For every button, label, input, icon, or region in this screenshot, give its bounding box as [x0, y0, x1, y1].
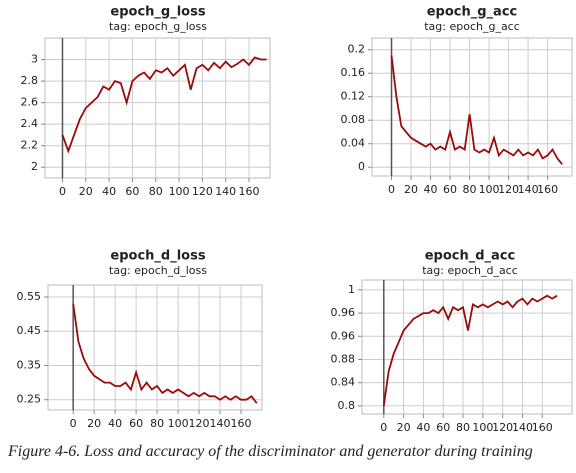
- x-tick-label: 20: [87, 417, 101, 430]
- y-tick-label: 0.88: [331, 352, 356, 365]
- chart-title: epoch_d_acc: [425, 249, 516, 264]
- x-tick-label: 160: [537, 183, 558, 196]
- x-tick-label: 100: [479, 183, 500, 196]
- y-tick-label: 1: [348, 283, 355, 296]
- y-tick-label: 0.25: [17, 393, 42, 406]
- x-tick-label: 40: [424, 183, 438, 196]
- x-tick-label: 0: [388, 183, 395, 196]
- plot-frame: [47, 284, 263, 411]
- x-tick-label: 80: [149, 185, 163, 198]
- chart-subtitle: tag: epoch_d_loss: [109, 264, 207, 277]
- y-tick-label: 0.8: [338, 399, 356, 412]
- y-tick-label: 0.96: [331, 329, 356, 342]
- y-tick-label: 0.84: [331, 376, 356, 389]
- y-tick-label: 0.45: [17, 324, 42, 337]
- x-tick-label: 160: [231, 417, 252, 430]
- y-tick-label: 0.55: [17, 290, 42, 303]
- caption: Figure 4-6. Loss and accuracy of the dis…: [8, 443, 533, 460]
- data-line: [382, 294, 558, 407]
- y-tick-label: 0: [358, 160, 365, 173]
- chart-title: epoch_g_loss: [110, 5, 205, 20]
- y-tick-label: 0.16: [341, 66, 366, 79]
- y-tick-label: 0.04: [341, 137, 366, 150]
- x-tick-label: 0: [70, 417, 77, 430]
- x-tick-label: 100: [472, 421, 493, 434]
- y-tick-label: 0.08: [341, 113, 366, 126]
- y-tick-label: 2.4: [21, 117, 39, 130]
- x-tick-label: 80: [463, 183, 477, 196]
- x-tick-label: 40: [416, 421, 430, 434]
- x-tick-label: 60: [129, 417, 143, 430]
- y-tick-label: 2.6: [21, 96, 39, 109]
- y-tick-label: 0.35: [17, 358, 42, 371]
- chart-subtitle: tag: epoch_g_loss: [109, 20, 207, 33]
- y-tick-label: 2: [31, 160, 38, 173]
- x-tick-label: 120: [192, 185, 213, 198]
- x-tick-label: 120: [189, 417, 210, 430]
- x-tick-label: 100: [169, 185, 190, 198]
- chart-subtitle: tag: epoch_g_acc: [424, 20, 520, 33]
- y-tick-label: 0.96: [331, 306, 356, 319]
- x-tick-label: 120: [492, 421, 513, 434]
- x-tick-label: 140: [210, 417, 231, 430]
- chart-title: epoch_d_loss: [110, 249, 205, 264]
- data-line: [72, 303, 258, 404]
- x-tick-label: 60: [125, 185, 139, 198]
- x-tick-label: 120: [498, 183, 519, 196]
- y-tick-label: 2.8: [21, 74, 39, 87]
- x-tick-label: 140: [518, 183, 539, 196]
- x-tick-label: 80: [150, 417, 164, 430]
- x-tick-label: 140: [215, 185, 236, 198]
- x-tick-label: 100: [168, 417, 189, 430]
- x-tick-label: 160: [532, 421, 553, 434]
- plot-frame: [371, 37, 573, 177]
- x-tick-label: 80: [456, 421, 470, 434]
- chart-title: epoch_g_acc: [427, 5, 518, 20]
- x-tick-label: 160: [239, 185, 260, 198]
- y-tick-label: 0.12: [341, 90, 366, 103]
- x-tick-label: 0: [59, 185, 66, 198]
- data-line: [390, 55, 563, 165]
- x-tick-label: 20: [79, 185, 93, 198]
- data-line: [61, 56, 267, 154]
- x-tick-label: 20: [404, 183, 418, 196]
- x-tick-label: 140: [512, 421, 533, 434]
- x-tick-label: 40: [108, 417, 122, 430]
- y-tick-label: 3: [31, 53, 38, 66]
- x-tick-label: 0: [380, 421, 387, 434]
- x-tick-label: 60: [443, 183, 457, 196]
- y-tick-label: 0.2: [348, 43, 366, 56]
- y-tick-label: 2.2: [21, 139, 39, 152]
- x-tick-label: 20: [397, 421, 411, 434]
- chart-subtitle: tag: epoch_d_acc: [422, 264, 518, 277]
- plot-frame: [44, 37, 271, 179]
- x-tick-label: 60: [436, 421, 450, 434]
- x-tick-label: 40: [102, 185, 116, 198]
